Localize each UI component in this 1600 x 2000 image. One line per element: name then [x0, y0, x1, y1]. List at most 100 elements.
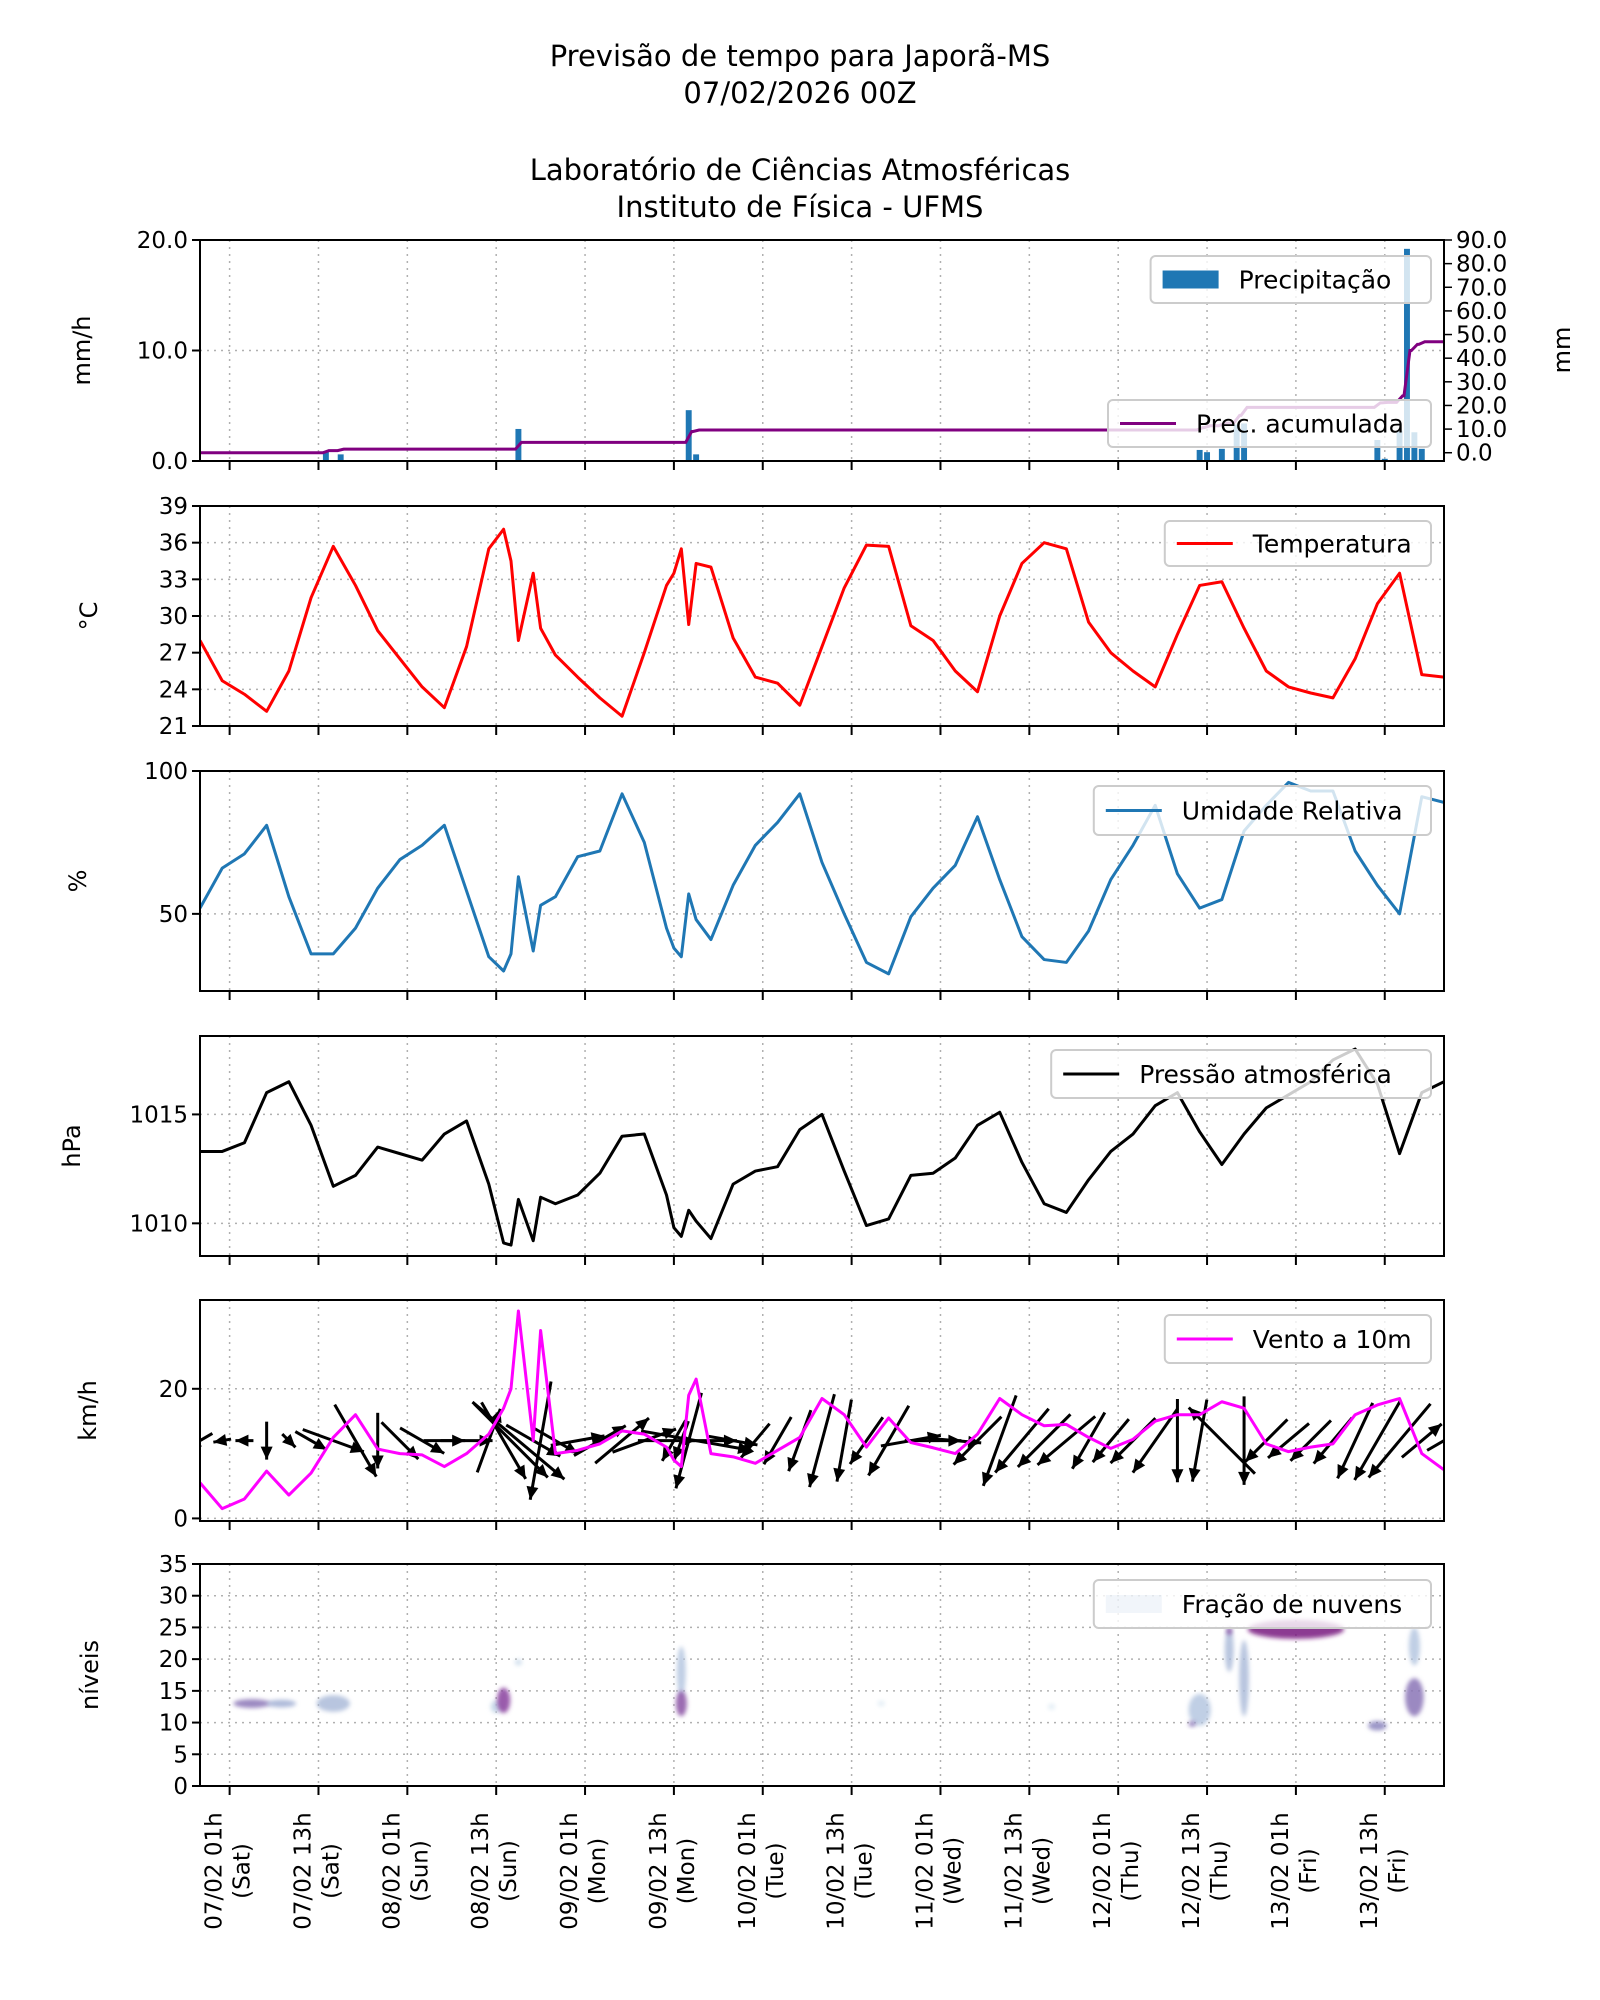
wind-arrow — [1336, 1402, 1375, 1479]
right-y-tick-label: 20.0 — [1456, 393, 1507, 419]
wind-arrow-shaft — [200, 1432, 214, 1443]
y-tick-label: 20 — [159, 1377, 188, 1403]
x-tick-label: 09/02 01h — [557, 1812, 583, 1929]
plot-data — [200, 1047, 1444, 1247]
wind-arrow — [1238, 1396, 1251, 1485]
wind-arrow-head — [673, 1474, 686, 1489]
cloud-fraction-patch — [316, 1695, 350, 1712]
cloud-fraction-patch — [233, 1699, 271, 1708]
x-tick-label: 13/02 13h — [1357, 1812, 1383, 1929]
wind-arrow-head — [1238, 1471, 1251, 1485]
x-tick-label: 12/02 01h — [1090, 1812, 1116, 1929]
wind-arrow-shaft — [835, 1399, 853, 1482]
right-y-tick-label: 50.0 — [1456, 323, 1507, 349]
plot-frame — [199, 770, 1445, 992]
cloud-fraction-patch — [675, 1690, 687, 1717]
wind-arrow — [1016, 1413, 1072, 1468]
wind-arrow-head — [1017, 1453, 1032, 1467]
legend-2: Temperatura — [1163, 520, 1433, 567]
wind-arrow — [1267, 1422, 1310, 1459]
y-tick-label: 1010 — [129, 1211, 188, 1237]
wind-arrow — [1071, 1411, 1107, 1470]
x-tick-day-label: (Mon) — [585, 1838, 611, 1904]
plot-data — [233, 1619, 1424, 1731]
wind-arrow — [981, 1394, 1018, 1487]
wind-arrow — [952, 1415, 1003, 1466]
y-tick-label: 33 — [159, 567, 188, 593]
x-tick-day-label: (Fri) — [1385, 1848, 1411, 1893]
panel-2: Temperatura 21 24 27 30 33 36 39 °C — [75, 494, 1445, 740]
wind-arrow — [1171, 1399, 1184, 1483]
legend-box — [1092, 1579, 1433, 1629]
wind-arrow — [333, 1403, 378, 1478]
cloud-fraction-patch — [877, 1700, 885, 1707]
wind-arrow — [213, 1434, 232, 1446]
panel-3: Umidade Relativa 50 100% — [64, 759, 1445, 1000]
precip-bar — [1218, 448, 1225, 461]
wind-arrow-head — [1132, 1458, 1146, 1473]
x-tick-day-label: (Sun) — [407, 1840, 433, 1902]
x-axis-labels: 07/02 01h (Sat) 07/02 13h (Sat) 08/02 01h (Su… — [202, 1812, 1411, 1929]
wind-arrow-head — [1368, 1463, 1382, 1478]
legend-box — [1149, 255, 1432, 304]
legend-box — [1107, 399, 1432, 448]
legend-label: Fração de nuvens — [1182, 1590, 1402, 1619]
y-tick-label: 30 — [159, 604, 188, 630]
plot-frame — [199, 1035, 1445, 1257]
x-tick-label: 11/02 01h — [912, 1812, 938, 1929]
x-tick-label: 13/02 01h — [1268, 1812, 1294, 1929]
cloud-fraction-patch — [1226, 1627, 1233, 1636]
legend-3: Umidade Relativa — [1092, 785, 1433, 836]
wind-arrow — [281, 1432, 297, 1449]
wind-arrow-shaft — [1367, 1402, 1432, 1479]
series-line-3 — [200, 780, 1444, 976]
wind-arrow-head — [371, 1455, 384, 1469]
wind-arrow-head — [1188, 1467, 1201, 1482]
precip-bar — [1418, 448, 1425, 461]
y-tick-label: 36 — [159, 531, 188, 557]
y-tick-label: 27 — [159, 641, 188, 667]
wind-arrow-head — [1267, 1444, 1282, 1458]
x-tick-day-label: (Sun) — [496, 1840, 522, 1902]
cloud-fraction-patch — [1239, 1640, 1249, 1717]
y-tick-label: 50 — [159, 902, 188, 928]
panel-4: Pressão atmosférica 1010 1015 hPa — [58, 1035, 1445, 1265]
wind-arrow-head — [513, 1464, 526, 1479]
legend-label: Vento a 10m — [1253, 1325, 1412, 1354]
x-tick-day-label: (Thu) — [1118, 1840, 1144, 1901]
legend-accumulated: Prec. acumulada — [1107, 399, 1432, 448]
x-tick-label: 07/02 13h — [290, 1812, 316, 1929]
x-tick-day-label: (Sat) — [318, 1843, 344, 1899]
wind-arrow-shaft — [808, 1393, 836, 1488]
legend-5: Vento a 10m — [1163, 1314, 1433, 1364]
wind-arrow-head — [1092, 1448, 1106, 1463]
wind-arrow — [867, 1404, 911, 1477]
wind-arrow — [371, 1412, 384, 1469]
y-tick-label: 10.0 — [137, 339, 188, 365]
y-axis-label: °C — [75, 602, 103, 631]
wind-arrow-head — [1290, 1447, 1304, 1461]
precip-bar — [1404, 248, 1410, 461]
legend-precipitation: Precipitação — [1149, 255, 1432, 304]
plot-frame — [199, 1563, 1445, 1787]
wind-arrow-head — [550, 1466, 565, 1480]
right-y-tick-label: 60.0 — [1456, 299, 1507, 325]
wind-arrow-head — [741, 1443, 755, 1458]
title-run-date: 07/02/2026 00Z — [683, 76, 916, 110]
precip-bar — [1374, 440, 1381, 461]
y-tick-label: 25 — [159, 1615, 188, 1641]
wind-arrow — [550, 1432, 605, 1447]
wind-arrow-head — [213, 1434, 228, 1446]
y-tick-label: 21 — [159, 714, 188, 740]
cloud-fraction-patch — [514, 1659, 523, 1666]
wind-arrow-head — [807, 1472, 819, 1488]
x-tick-label: 09/02 13h — [646, 1812, 672, 1929]
wind-arrow-shaft — [1336, 1402, 1375, 1479]
wind-arrow-shaft — [471, 1400, 566, 1481]
cloud-fraction-patch — [1188, 1720, 1196, 1727]
wind-arrow — [787, 1409, 813, 1472]
wind-arrow — [471, 1400, 566, 1481]
y-tick-label: 20 — [159, 1647, 188, 1673]
cloud-fraction-patch — [1188, 1694, 1211, 1726]
right-y-tick-label: 90.0 — [1456, 228, 1507, 254]
